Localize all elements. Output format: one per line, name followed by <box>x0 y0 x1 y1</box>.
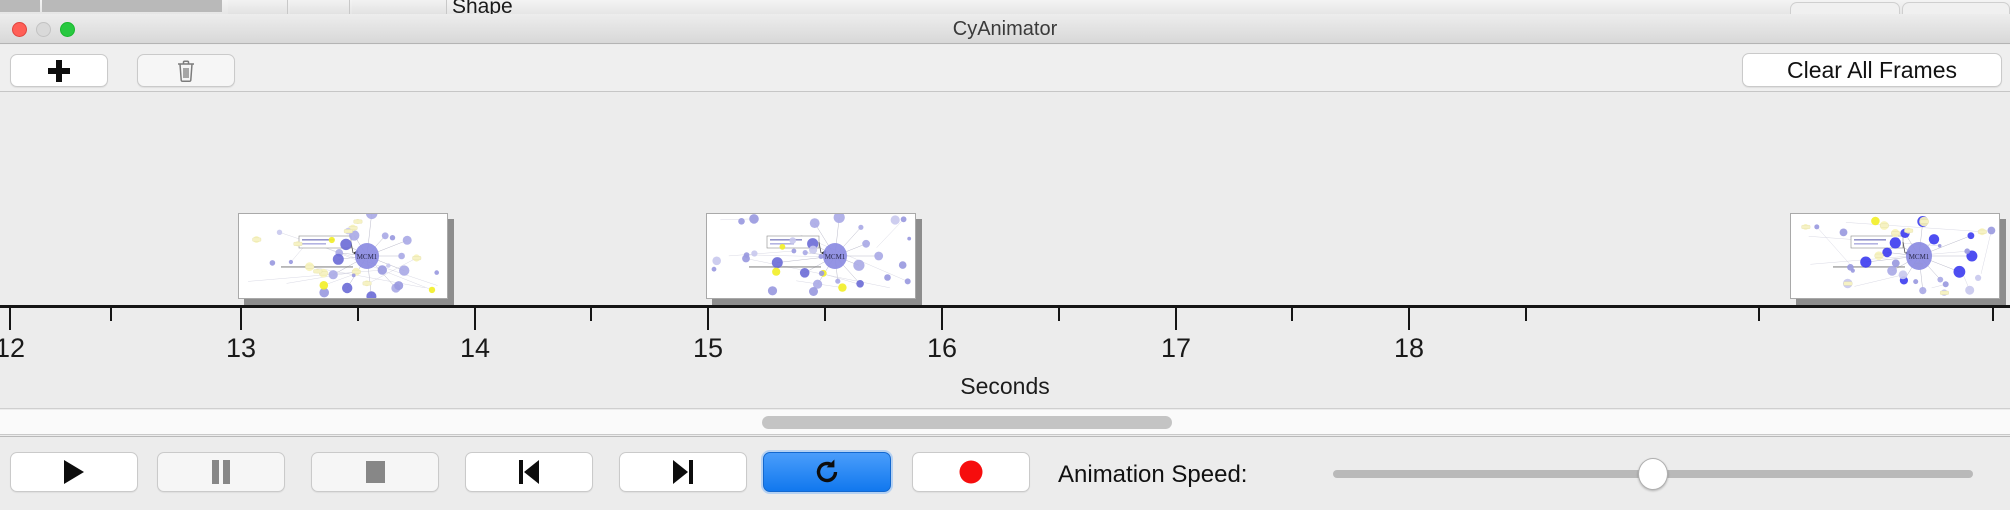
playback-control-bar: Animation Speed: <box>0 436 2010 510</box>
play-icon <box>64 460 84 484</box>
timeline-panel[interactable]: MCM1 MCM1 MCM1 12 13 14 15 16 17 18 Seconds <box>0 93 2010 409</box>
clear-all-frames-button[interactable]: Clear All Frames <box>1742 53 2002 87</box>
ruler-minor-tick <box>357 308 359 321</box>
animation-speed-slider[interactable] <box>1333 458 1973 490</box>
skip-forward-icon <box>673 460 693 484</box>
frame-thumbnail[interactable]: MCM1 <box>706 213 922 305</box>
clear-all-frames-label: Clear All Frames <box>1787 56 1957 83</box>
ruler-tick-label: 12 <box>0 333 26 363</box>
ruler-minor-tick <box>1058 308 1060 321</box>
animation-speed-label: Animation Speed: <box>1058 461 1248 488</box>
loop-button[interactable] <box>763 452 891 492</box>
ruler-minor-tick <box>590 308 592 321</box>
timeline-scrollbar-thumb[interactable] <box>762 416 1172 429</box>
stop-icon <box>366 461 385 483</box>
window-controls <box>12 22 75 37</box>
record-dot-icon <box>959 460 983 484</box>
close-button[interactable] <box>12 22 27 37</box>
ruler-major-tick <box>1175 308 1177 330</box>
ruler-major-tick <box>240 308 242 330</box>
play-button[interactable] <box>10 452 138 492</box>
ruler-major-tick <box>707 308 709 330</box>
ruler-minor-tick <box>1758 308 1760 321</box>
add-frame-button[interactable] <box>10 54 108 87</box>
frame-thumbnail[interactable]: MCM1 <box>1790 213 2006 305</box>
svg-text:MCM1: MCM1 <box>825 253 846 261</box>
frame-thumbnail-image: MCM1 <box>238 213 448 299</box>
ruler-minor-tick <box>1992 308 1994 321</box>
background-window-strip: Shape <box>0 0 2010 14</box>
axis-title: Seconds <box>960 373 1050 399</box>
stop-button[interactable] <box>311 452 439 492</box>
ruler-tick-label: 16 <box>926 333 958 363</box>
frame-thumbnail-image: MCM1 <box>706 213 916 299</box>
loop-refresh-icon <box>816 459 838 483</box>
ruler-baseline <box>0 305 2010 308</box>
pause-icon <box>212 460 230 484</box>
ruler-tick-label: 14 <box>459 333 491 363</box>
svg-text:MCM1: MCM1 <box>1909 253 1930 261</box>
prev-frame-button[interactable] <box>465 452 593 492</box>
pause-button[interactable] <box>157 452 285 492</box>
timeline-scrollbar[interactable] <box>0 410 2010 435</box>
window-title: CyAnimator <box>952 18 1058 40</box>
frame-thumbnail-image: MCM1 <box>1790 213 2000 299</box>
svg-text:MCM1: MCM1 <box>357 253 378 261</box>
skip-back-icon <box>519 460 539 484</box>
slider-thumb[interactable] <box>1638 458 1668 490</box>
ruler-minor-tick <box>1525 308 1527 321</box>
delete-frame-button[interactable] <box>137 54 235 87</box>
ruler-tick-label: 13 <box>225 333 257 363</box>
ruler-tick-label: 17 <box>1160 333 1192 363</box>
ruler-tick-label: 18 <box>1393 333 1425 363</box>
record-button[interactable] <box>912 452 1030 492</box>
frame-toolbar: Clear All Frames <box>0 45 2010 92</box>
ruler-major-tick <box>941 308 943 330</box>
ruler-major-tick <box>1408 308 1410 330</box>
timeline-ruler[interactable]: 12 13 14 15 16 17 18 Seconds <box>0 305 2010 409</box>
ruler-minor-tick <box>824 308 826 321</box>
frame-thumbnail-list: MCM1 MCM1 MCM1 <box>0 93 2010 309</box>
ruler-minor-tick <box>1291 308 1293 321</box>
next-frame-button[interactable] <box>619 452 747 492</box>
title-bar: CyAnimator <box>0 14 2010 44</box>
ruler-tick-label: 15 <box>692 333 724 363</box>
plus-icon <box>48 59 70 82</box>
ruler-major-tick <box>474 308 476 330</box>
trash-icon <box>178 59 194 82</box>
ruler-major-tick <box>9 308 11 330</box>
background-window-label: Shape <box>452 0 513 14</box>
frame-thumbnail[interactable]: MCM1 <box>238 213 454 305</box>
minimize-button[interactable] <box>36 22 51 37</box>
ruler-minor-tick <box>110 308 112 321</box>
zoom-button[interactable] <box>60 22 75 37</box>
